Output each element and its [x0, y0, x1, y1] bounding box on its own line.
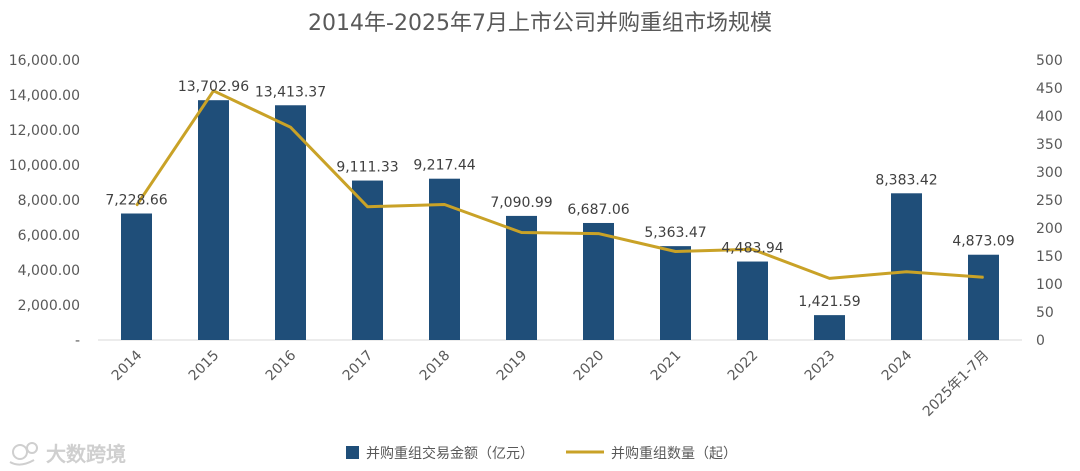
x-axis-tick-label: 2023: [802, 348, 839, 385]
bar-data-label: 13,702.96: [178, 79, 249, 95]
left-axis-tick-label: 16,000.00: [9, 53, 80, 69]
left-axis-tick-label: 4,000.00: [18, 263, 80, 279]
line-path: [135, 89, 984, 280]
x-axis-tick-label: 2021: [648, 348, 685, 385]
x-axis: 2014 2015 2016 2017 2018 2019 2020 2021 2022 2023…: [109, 347, 993, 420]
watermark: 大数跨境: [9, 442, 126, 466]
left-axis-tick-label: 12,000.00: [9, 123, 80, 139]
x-axis-tick-label: 2019: [494, 348, 531, 385]
legend-bar-label: 并购重组交易金额（亿元）: [366, 445, 534, 462]
legend: 并购重组交易金额（亿元） 并购重组数量（起）: [346, 445, 737, 462]
bar-data-label: 13,413.37: [255, 84, 326, 100]
legend-bar-swatch: [346, 446, 359, 459]
x-axis-tick-label: 2018: [417, 348, 454, 385]
bar: [737, 261, 768, 340]
bar: [506, 215, 537, 340]
bar: [660, 246, 691, 340]
bar-data-label: 7,228.66: [105, 192, 167, 208]
bar: [429, 178, 460, 340]
left-axis-tick-label: 8,000.00: [18, 193, 80, 209]
bar: [198, 100, 229, 340]
line-point: [213, 90, 214, 92]
bar: [814, 315, 845, 340]
data-labels: 7,228.66 13,702.96 13,413.37 9,111.33 9,217.…: [105, 79, 1014, 310]
right-axis-tick-label: 150: [1036, 249, 1063, 265]
bar: [121, 213, 152, 340]
bar-data-label: 9,217.44: [413, 158, 475, 174]
x-axis-tick-label: 2015: [186, 348, 223, 385]
watermark-text: 大数跨境: [46, 442, 126, 466]
right-axis-tick-label: 50: [1036, 305, 1054, 321]
line-point: [983, 276, 984, 278]
bar-data-label: 4,483.94: [721, 241, 783, 257]
line-point: [136, 205, 137, 207]
bar-data-label: 9,111.33: [336, 160, 398, 176]
bar-data-label: 6,687.06: [567, 202, 629, 218]
line-point: [367, 206, 368, 208]
bar-series: [121, 100, 999, 340]
left-axis-tick-label: -: [75, 333, 80, 349]
line-point: [675, 251, 676, 253]
right-axis-tick-label: 300: [1036, 165, 1063, 181]
right-axis-tick-label: 350: [1036, 137, 1063, 153]
right-axis-tick-label: 400: [1036, 109, 1063, 125]
x-axis-tick-label: 2016: [263, 347, 300, 384]
bar-data-label: 4,873.09: [952, 234, 1014, 250]
bar-data-label: 1,421.59: [798, 294, 860, 310]
right-axis-tick-label: 100: [1036, 277, 1063, 293]
line-point: [444, 203, 445, 205]
bar-data-label: 5,363.47: [644, 225, 706, 241]
legend-line-label: 并购重组数量（起）: [611, 446, 737, 462]
line-point: [290, 126, 291, 128]
left-axis-tick-label: 10,000.00: [9, 158, 80, 174]
right-axis-tick-label: 500: [1036, 53, 1063, 69]
right-axis-tick-label: 200: [1036, 221, 1063, 237]
left-axis-tick-label: 6,000.00: [18, 228, 80, 244]
bar-data-label: 7,090.99: [490, 195, 552, 211]
bar-data-label: 8,383.42: [875, 172, 937, 188]
x-axis-tick-label: 2020: [571, 348, 608, 385]
left-axis-tick-label: 2,000.00: [18, 298, 80, 314]
x-axis-tick-label: 2024: [879, 347, 916, 384]
left-axis: - 2,000.00 4,000.00 6,000.00 8,000.00 10,000.…: [9, 53, 80, 349]
bar: [891, 193, 922, 340]
bar: [583, 222, 614, 340]
x-axis-tick-label: 2022: [725, 348, 762, 385]
bar: [352, 180, 383, 340]
line-series: [135, 89, 984, 280]
chart-title: 2014年-2025年7月上市公司并购重组市场规模: [308, 11, 772, 36]
x-axis-tick-label: 2017: [340, 348, 377, 385]
left-axis-tick-label: 14,000.00: [9, 88, 80, 104]
right-axis-tick-label: 0: [1036, 333, 1045, 349]
right-axis: 0 50 100 150 200 250 300 350 400 450 500: [1036, 53, 1063, 349]
bar: [275, 105, 306, 340]
line-point: [906, 271, 907, 273]
x-axis-tick-label: 2014: [109, 347, 146, 384]
line-point: [598, 233, 599, 235]
line-point: [521, 231, 522, 233]
bar: [968, 254, 999, 340]
line-point: [829, 277, 830, 279]
brand-logo-icon: [9, 442, 38, 466]
right-axis-tick-label: 250: [1036, 193, 1063, 209]
right-axis-tick-label: 450: [1036, 81, 1063, 97]
x-axis-tick-label: 2025年1-7月: [920, 348, 992, 420]
line-point: [752, 248, 753, 250]
